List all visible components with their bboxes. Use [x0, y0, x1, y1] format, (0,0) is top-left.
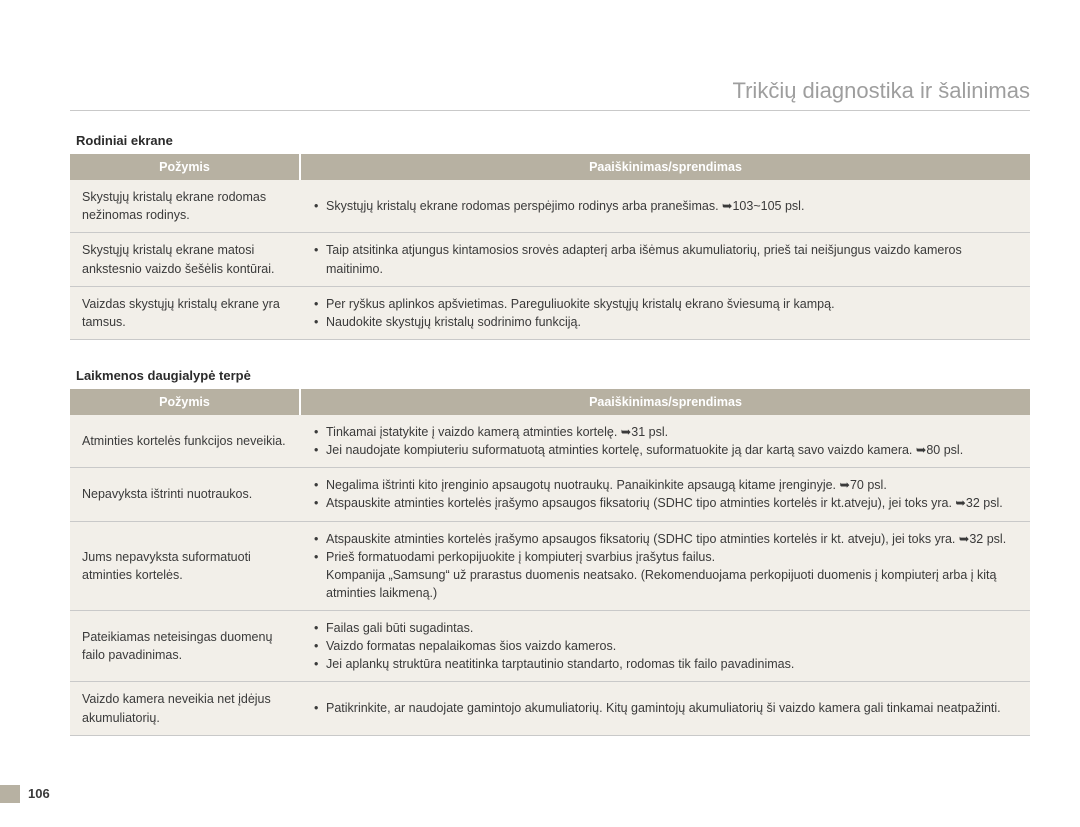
troubleshoot-table: PožymisPaaiškinimas/sprendimasSkystųjų k… — [70, 154, 1030, 340]
explanation-cell: Atspauskite atminties kortelės įrašymo a… — [300, 521, 1030, 611]
explanation-item: Skystųjų kristalų ekrane rodomas perspėj… — [312, 197, 1020, 215]
symptom-cell: Vaizdo kamera neveikia net įdėjus akumul… — [70, 682, 300, 735]
page-number-bar — [0, 785, 20, 803]
explanation-cell: Skystųjų kristalų ekrane rodomas perspėj… — [300, 180, 1030, 233]
table-row: Vaizdas skystųjų kristalų ekrane yra tam… — [70, 286, 1030, 339]
symptom-cell: Jums nepavyksta suformatuoti atminties k… — [70, 521, 300, 611]
explanation-list: Patikrinkite, ar naudojate gamintojo aku… — [312, 699, 1020, 717]
explanation-item: Prieš formatuodami perkopijuokite į komp… — [312, 548, 1020, 602]
explanation-cell: Failas gali būti sugadintas.Vaizdo forma… — [300, 611, 1030, 682]
col-explain-header: Paaiškinimas/sprendimas — [300, 154, 1030, 180]
page-number: 106 — [28, 786, 50, 801]
symptom-cell: Pateikiamas neteisingas duomenų failo pa… — [70, 611, 300, 682]
explanation-item: Taip atsitinka atjungus kintamosios srov… — [312, 241, 1020, 277]
explanation-list: Skystųjų kristalų ekrane rodomas perspėj… — [312, 197, 1020, 215]
explanation-item: Jei naudojate kompiuteriu suformatuotą a… — [312, 441, 1020, 459]
explanation-list: Tinkamai įstatykite į vaizdo kamerą atmi… — [312, 423, 1020, 459]
symptom-cell: Vaizdas skystųjų kristalų ekrane yra tam… — [70, 286, 300, 339]
section-heading: Rodiniai ekrane — [76, 133, 1030, 148]
explanation-item: Failas gali būti sugadintas. — [312, 619, 1020, 637]
table-row: Jums nepavyksta suformatuoti atminties k… — [70, 521, 1030, 611]
explanation-list: Negalima ištrinti kito įrenginio apsaugo… — [312, 476, 1020, 512]
explanation-item: Negalima ištrinti kito įrenginio apsaugo… — [312, 476, 1020, 494]
table-row: Vaizdo kamera neveikia net įdėjus akumul… — [70, 682, 1030, 735]
explanation-list: Atspauskite atminties kortelės įrašymo a… — [312, 530, 1020, 603]
table-row: Nepavyksta ištrinti nuotraukos. Negalima … — [70, 468, 1030, 521]
explanation-list: Taip atsitinka atjungus kintamosios srov… — [312, 241, 1020, 277]
troubleshoot-table: PožymisPaaiškinimas/sprendimasAtminties … — [70, 389, 1030, 736]
explanation-cell: Per ryškus aplinkos apšvietimas. Paregul… — [300, 286, 1030, 339]
explanation-item: Atspauskite atminties kortelės įrašymo a… — [312, 530, 1020, 548]
explanation-item: Naudokite skystųjų kristalų sodrinimo fu… — [312, 313, 1020, 331]
explanation-item: Vaizdo formatas nepalaikomas šios vaizdo… — [312, 637, 1020, 655]
explanation-item: Per ryškus aplinkos apšvietimas. Paregul… — [312, 295, 1020, 313]
explanation-cell: Negalima ištrinti kito įrenginio apsaugo… — [300, 468, 1030, 521]
explanation-cell: Tinkamai įstatykite į vaizdo kamerą atmi… — [300, 415, 1030, 468]
page-title: Trikčių diagnostika ir šalinimas — [70, 78, 1030, 111]
explanation-item: Jei aplankų struktūra neatitinka tarptau… — [312, 655, 1020, 673]
explanation-item: Atspauskite atminties kortelės įrašymo a… — [312, 494, 1020, 512]
symptom-cell: Skystųjų kristalų ekrane rodomas nežinom… — [70, 180, 300, 233]
symptom-cell: Skystųjų kristalų ekrane matosi ankstesn… — [70, 233, 300, 286]
table-row: Skystųjų kristalų ekrane rodomas nežinom… — [70, 180, 1030, 233]
col-symptom-header: Požymis — [70, 154, 300, 180]
page-content: Trikčių diagnostika ir šalinimas Rodinia… — [0, 0, 1080, 736]
section-gap — [70, 340, 1030, 358]
table-row: Atminties kortelės funkcijos neveikia. Ti… — [70, 415, 1030, 468]
explanation-list: Per ryškus aplinkos apšvietimas. Paregul… — [312, 295, 1020, 331]
explanation-cell: Taip atsitinka atjungus kintamosios srov… — [300, 233, 1030, 286]
explanation-list: Failas gali būti sugadintas.Vaizdo forma… — [312, 619, 1020, 673]
col-symptom-header: Požymis — [70, 389, 300, 415]
explanation-cell: Patikrinkite, ar naudojate gamintojo aku… — [300, 682, 1030, 735]
sections-host: Rodiniai ekranePožymisPaaiškinimas/spren… — [70, 133, 1030, 736]
symptom-cell: Nepavyksta ištrinti nuotraukos. — [70, 468, 300, 521]
table-row: Pateikiamas neteisingas duomenų failo pa… — [70, 611, 1030, 682]
explanation-item: Tinkamai įstatykite į vaizdo kamerą atmi… — [312, 423, 1020, 441]
section-heading: Laikmenos daugialypė terpė — [76, 368, 1030, 383]
table-row: Skystųjų kristalų ekrane matosi ankstesn… — [70, 233, 1030, 286]
symptom-cell: Atminties kortelės funkcijos neveikia. — [70, 415, 300, 468]
explanation-item: Patikrinkite, ar naudojate gamintojo aku… — [312, 699, 1020, 717]
col-explain-header: Paaiškinimas/sprendimas — [300, 389, 1030, 415]
